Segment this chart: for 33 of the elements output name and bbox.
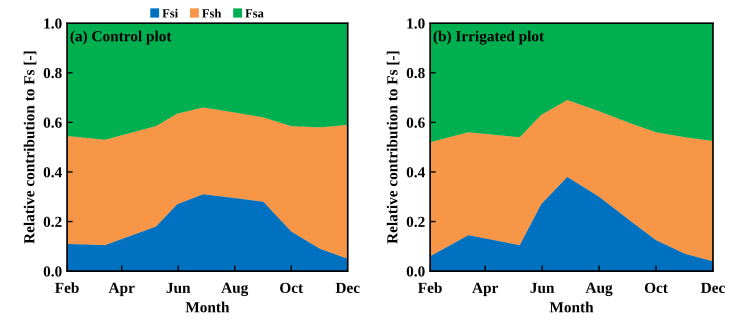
chart-title: (a) Control plot [70, 30, 172, 44]
x-tick-label: Aug [221, 282, 248, 296]
y-tick-label: 0.0 [44, 266, 62, 277]
x-tick-label: Dec [700, 282, 725, 293]
legend-label: Fsi [162, 8, 178, 18]
y-tick-label: 1.0 [44, 18, 62, 29]
chart-title: (b) Irrigated plot [434, 30, 544, 45]
x-tick-label: Apr [472, 282, 498, 296]
legend-label: Fsh [202, 8, 222, 18]
x-axis-title: Month [550, 302, 594, 312]
x-tick-label: Jun [166, 282, 190, 294]
y-tick-label: 0.0 [406, 266, 425, 277]
x-tick-label: Oct [280, 282, 304, 293]
x-tick-label: Dec [336, 282, 360, 293]
y-tick-label: 1.0 [407, 18, 425, 29]
x-tick-label: Apr [108, 282, 135, 296]
y-tick-label: 0.8 [406, 68, 425, 78]
y-axis-title: Relative contribution to Fs [-] [24, 52, 36, 244]
x-tick-label: Feb [55, 282, 79, 293]
x-axis-title: Month [186, 302, 230, 312]
legend-label: Fsa [245, 9, 264, 18]
x-tick-label: Oct [644, 282, 668, 293]
x-tick-label: Feb [418, 282, 442, 293]
y-tick-label: 0.6 [44, 118, 62, 128]
y-axis-title: Relative contribution to Fs [-] [386, 52, 400, 244]
y-tick-label: 0.4 [44, 167, 62, 178]
y-tick-label: 0.2 [44, 216, 62, 228]
x-tick-label: Aug [586, 282, 613, 296]
y-tick-label: 0.8 [44, 68, 62, 78]
x-tick-label: Jun [530, 282, 554, 294]
y-tick-label: 0.2 [406, 216, 425, 228]
y-tick-label: 0.4 [406, 167, 425, 178]
y-tick-label: 0.6 [406, 118, 425, 128]
